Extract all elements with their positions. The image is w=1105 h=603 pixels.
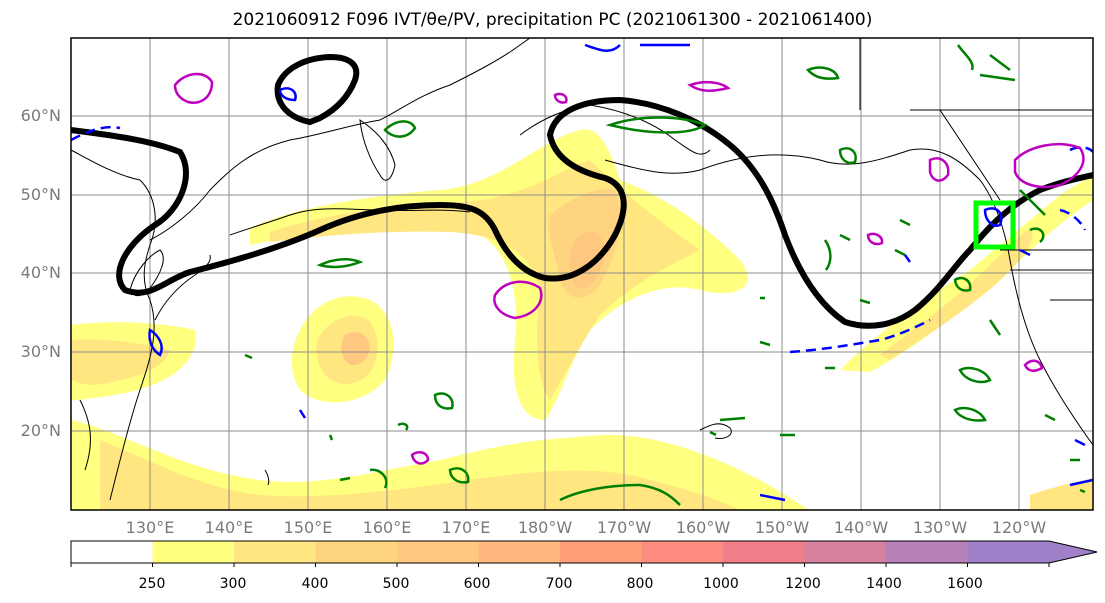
lon-label-170e: 170°E [441, 518, 491, 537]
coastlines [71, 38, 1093, 501]
chart-title: 2021060912 F096 IVT/θe/PV, precipitation… [232, 10, 873, 30]
lon-label-170w: 170°W [596, 518, 652, 537]
colorbar-label-800: 800 [626, 576, 654, 592]
lat-label-50n: 50°N [20, 185, 61, 204]
lon-label-180w: 180°W [517, 518, 573, 537]
lat-label-60n: 60°N [20, 106, 61, 125]
jet-contour [71, 53, 1093, 329]
colorbar-label-700: 700 [545, 576, 573, 592]
colorbar-segment [886, 541, 968, 563]
colorbar-segment [152, 541, 235, 563]
map-frame [70, 37, 1094, 511]
lat-label-20n: 20°N [20, 421, 61, 440]
lon-label-150w: 150°W [754, 518, 810, 537]
colorbar-segment [397, 541, 479, 563]
pv-negative-contours [71, 43, 1093, 502]
colorbar-outline [70, 540, 1098, 564]
colorbar-extend-arrow [1049, 541, 1097, 563]
lat-label-40n: 40°N [20, 263, 61, 282]
colorbar-segment [315, 541, 398, 563]
colorbar-label-1000: 1000 [703, 576, 739, 592]
highlight-box [973, 200, 1016, 250]
lon-label-130w: 130°W [912, 518, 968, 537]
colorbar-label-1200: 1200 [785, 576, 821, 592]
colorbar-segment [71, 541, 153, 563]
colorbar-label-500: 500 [382, 576, 410, 592]
colorbar-segment [234, 541, 316, 563]
colorbar [70, 540, 1098, 567]
lon-label-130e: 130°E [125, 518, 175, 537]
graticule [71, 38, 1093, 510]
colorbar-label-1600: 1600 [947, 576, 983, 592]
lon-label-160w: 160°W [675, 518, 731, 537]
lon-label-140e: 140°E [204, 518, 254, 537]
colorbar-segment [478, 541, 561, 563]
lon-label-160e: 160°E [362, 518, 412, 537]
colorbar-segment [560, 541, 642, 563]
pv-positive-contours [173, 72, 1085, 465]
theta-e-contours [244, 44, 1086, 506]
colorbar-label-250: 250 [138, 576, 166, 592]
colorbar-segment [641, 541, 724, 563]
colorbar-segment [804, 541, 887, 563]
lon-label-120w: 120°W [991, 518, 1047, 537]
colorbar-segment [723, 541, 805, 563]
colorbar-label-1400: 1400 [866, 576, 902, 592]
colorbar-segment [967, 541, 1050, 563]
lat-label-30n: 30°N [20, 342, 61, 361]
lon-label-140w: 140°W [833, 518, 889, 537]
colorbar-label-600: 600 [463, 576, 491, 592]
colorbar-label-400: 400 [301, 576, 329, 592]
lon-label-150e: 150°E [283, 518, 333, 537]
colorbar-label-300: 300 [219, 576, 247, 592]
